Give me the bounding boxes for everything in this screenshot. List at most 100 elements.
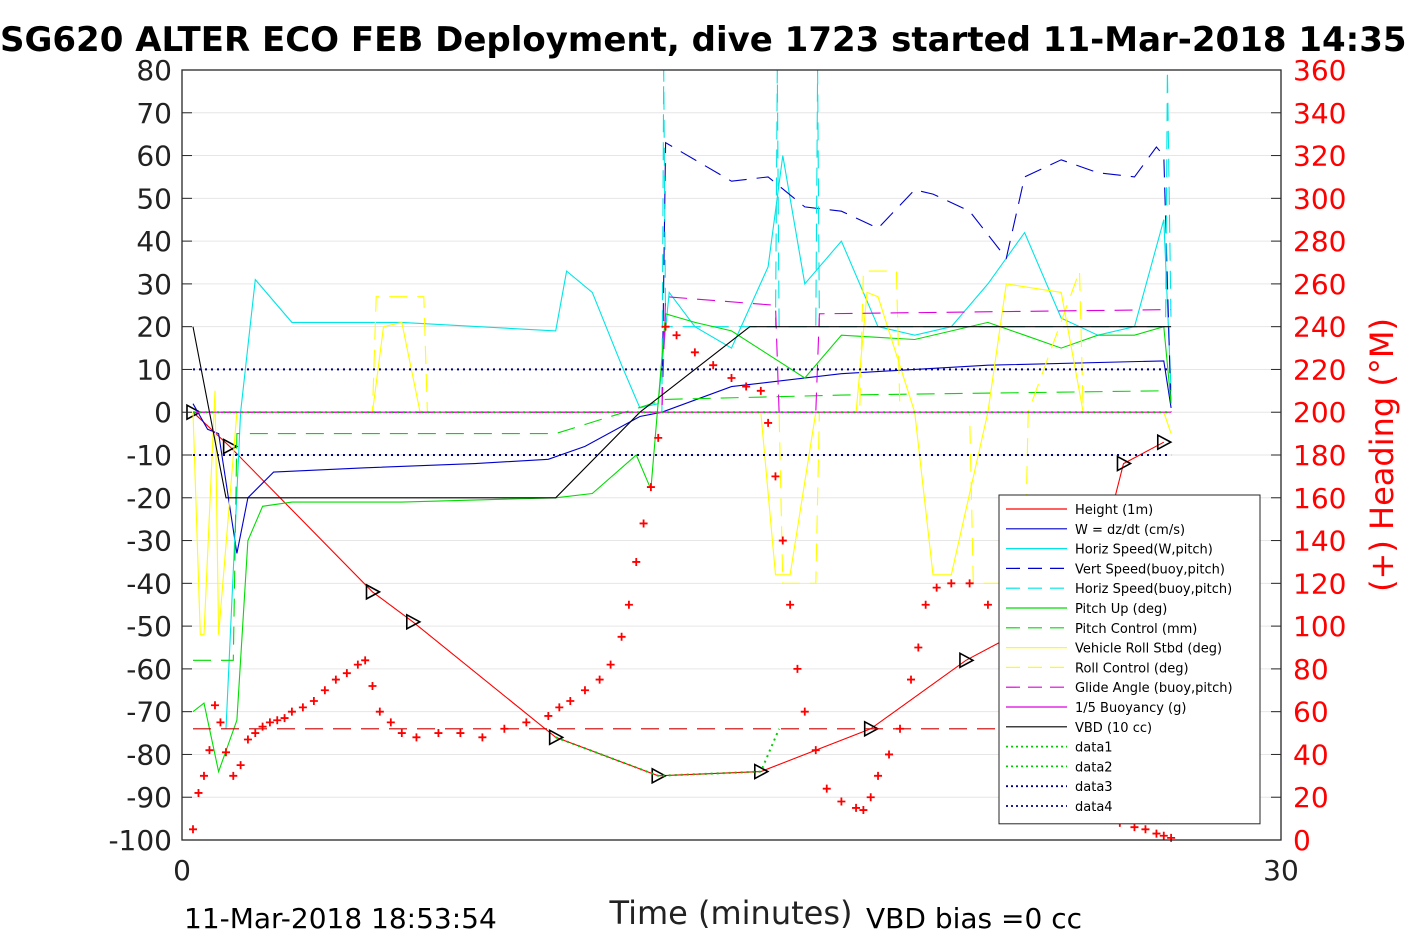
heading-point [907,675,916,684]
heading-point [566,696,575,705]
heading-point [661,322,670,331]
heading-point [932,583,941,592]
y-tick-label: -10 [126,439,172,472]
heading-point [287,707,296,716]
legend-label: Vert Speed(buoy,pitch) [1075,562,1225,577]
heading-point [500,724,509,733]
y-tick-label: -60 [126,653,172,686]
legend-label: Horiz Speed(W,pitch) [1075,543,1213,558]
y-right-tick-label: 240 [1293,311,1346,344]
legend-label: data2 [1075,760,1113,775]
series-line-6 [193,390,1172,661]
series-line-12 [555,728,781,777]
legend-label: VBD (10 cc) [1075,721,1152,736]
heading-point [265,718,274,727]
y-tick-label: -20 [126,482,172,515]
y-tick-label: -90 [126,781,172,814]
heading-point [1130,823,1139,832]
y-right-tick-label: 40 [1293,738,1329,771]
y-right-tick-label: 300 [1293,182,1346,215]
heading-point [194,788,203,797]
y-right-tick-label: 260 [1293,268,1346,301]
y-tick-label: 50 [136,182,172,215]
legend-label: Glide Angle (buoy,pitch) [1075,681,1233,696]
heading-point [742,382,751,391]
y-right-tick-label: 120 [1293,567,1346,600]
height-marker [754,763,770,780]
legend-label: data3 [1075,780,1113,795]
y-tick-label: -80 [126,738,172,771]
x-axis-label: Time (minutes) [609,894,853,932]
heading-point [210,701,219,710]
y-axis-right-label: (+) Heading (°M) [1363,318,1401,592]
heading-point [280,714,289,723]
y-axis-right: 3603403203002802602402202001801601401201… [1271,54,1346,857]
legend-label: Vehicle Roll Stbd (deg) [1075,642,1222,657]
heading-point [672,331,681,340]
heading-point [756,386,765,395]
y-right-tick-label: 280 [1293,225,1346,258]
heading-point [342,669,351,678]
heading-point [1141,825,1150,834]
y-tick-label: 70 [136,97,172,130]
heading-point [368,682,377,690]
legend: Height (1m) W = dz/dt (cm/s) Horiz Speed(W… [998,494,1261,825]
heading-point [852,803,861,812]
heading-point [654,433,663,442]
heading-point [914,643,923,652]
heading-point [1159,831,1168,840]
x-axis: 0 30 [173,854,1299,887]
heading-point [617,632,626,641]
heading-point [1152,829,1161,838]
heading-point [639,519,648,528]
x-tick-label: 30 [1263,854,1299,887]
heading-point [771,472,780,481]
heading-point [309,696,318,705]
heading-point [229,771,238,780]
heading-point [811,746,820,755]
y-tick-label: -30 [126,525,172,558]
legend-label: Horiz Speed(buoy,pitch) [1075,582,1232,597]
y-right-tick-label: 360 [1293,54,1346,87]
y-right-tick-label: 180 [1293,439,1346,472]
legend-label: data4 [1075,800,1113,815]
y-tick-label: 60 [136,140,172,173]
heading-point [434,729,443,738]
y-right-tick-label: 220 [1293,353,1346,386]
heading-point [361,656,370,665]
legend-label: Height (1m) [1075,503,1153,518]
height-marker [1116,455,1133,472]
legend-label: Roll Control (deg) [1075,661,1189,676]
height-marker [1156,433,1173,451]
y-tick-label: 30 [136,268,172,301]
heading-point [522,718,531,727]
y-tick-label: 40 [136,225,172,258]
heading-point [837,797,846,806]
y-right-tick-label: 100 [1293,610,1346,643]
y-right-tick-label: 0 [1293,824,1311,857]
heading-point [375,707,384,716]
heading-point [690,348,699,357]
y-tick-label: 10 [136,353,172,386]
y-tick-label: -100 [108,824,172,857]
height-marker [222,438,239,455]
footer-timestamp: 11-Mar-2018 18:53:54 [184,902,497,935]
heading-point [859,806,868,815]
heading-point [412,733,421,742]
heading-point [764,418,773,427]
heading-point [885,750,894,759]
heading-point [258,722,267,731]
heading-point [606,660,615,669]
y-tick-label: 80 [136,54,172,87]
heading-point [632,557,641,566]
x-tick-label: 0 [173,854,191,887]
y-right-tick-label: 160 [1293,482,1346,515]
footer-vbd-bias: VBD bias =0 cc [866,902,1082,935]
y-axis-left: 80 70 60 50 40 30 20 10 0 -10 -20 -30 -40 -50 -60 -70 -8… [108,54,192,857]
heading-point [298,703,307,712]
y-tick-label: -40 [126,567,172,600]
y-right-tick-label: 200 [1293,396,1346,429]
heading-point [456,729,465,738]
heading-point [243,735,252,744]
